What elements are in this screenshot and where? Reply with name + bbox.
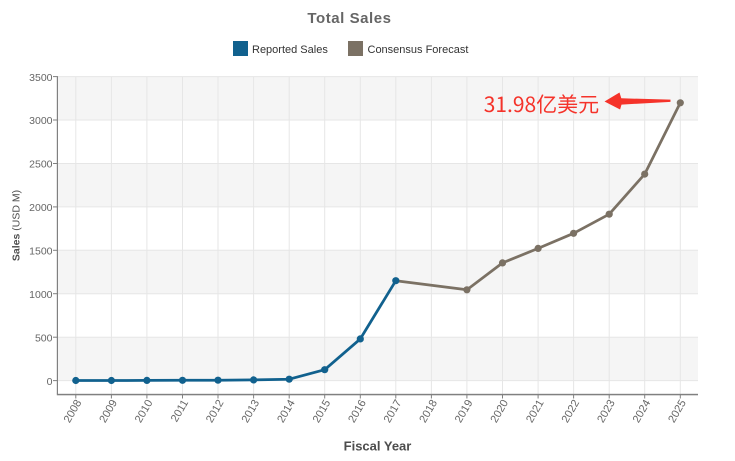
svg-text:500: 500: [35, 332, 53, 344]
svg-text:3500: 3500: [29, 72, 53, 84]
svg-text:Sales (USD M): Sales (USD M): [11, 190, 23, 261]
svg-text:Fiscal Year: Fiscal Year: [344, 439, 412, 454]
svg-text:Consensus Forecast: Consensus Forecast: [368, 44, 469, 56]
svg-text:1000: 1000: [29, 289, 53, 301]
svg-text:2500: 2500: [29, 159, 53, 171]
svg-text:Total Sales: Total Sales: [307, 10, 391, 27]
svg-text:2000: 2000: [29, 202, 53, 214]
svg-text:Reported Sales: Reported Sales: [252, 44, 328, 56]
svg-text:3000: 3000: [29, 115, 53, 127]
svg-text:1500: 1500: [29, 246, 53, 258]
svg-text:0: 0: [47, 376, 53, 388]
